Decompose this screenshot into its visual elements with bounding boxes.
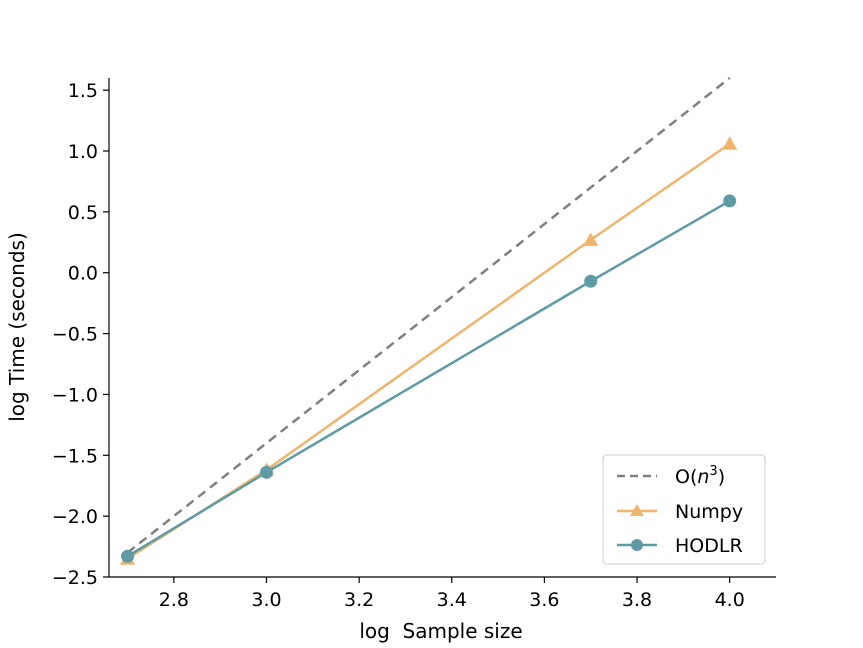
x-tick-label: 4.0: [715, 589, 745, 611]
y-tick-label: −0.5: [52, 324, 98, 346]
x-tick-label: 3.4: [437, 589, 467, 611]
x-tick-label: 2.8: [159, 589, 189, 611]
data-point-hodlr: [584, 274, 598, 288]
x-axis-label: log Sample size: [359, 619, 522, 643]
y-tick-label: 0.0: [68, 263, 98, 285]
legend-entry-numpy: Numpy: [617, 501, 743, 523]
series-layer: [120, 77, 738, 565]
legend-swatch-circle-marker: [631, 539, 643, 551]
legend-label-hodlr: HODLR: [675, 535, 743, 557]
y-axis-label: log Time (seconds): [5, 232, 29, 422]
y-tick-label: 1.0: [68, 141, 98, 163]
legend-entry-hodlr: HODLR: [617, 535, 743, 557]
data-point-hodlr: [259, 465, 273, 479]
data-point-hodlr: [121, 549, 135, 563]
data-point-hodlr: [723, 194, 737, 208]
x-tick-label: 3.0: [251, 589, 281, 611]
x-tick-label: 3.6: [529, 589, 559, 611]
legend-box: [602, 454, 766, 565]
y-tick-label: 1.5: [68, 80, 98, 102]
y-tick-label: 0.5: [68, 202, 98, 224]
y-ticks: −2.5 −2.0 −1.5 −1.0 −0.5 0.0 0.5 1.0 1.5: [52, 80, 109, 589]
series-line-hodlr: [126, 199, 731, 558]
x-tick-label: 3.8: [622, 589, 652, 611]
series-line-o-n3-: [126, 77, 731, 554]
data-point-numpy: [583, 232, 599, 246]
x-tick-label: 3.2: [344, 589, 374, 611]
legend-entry-o-n3: O(n3): [617, 464, 725, 488]
legend-label-numpy: Numpy: [675, 501, 743, 523]
legend-swatch-triangle-marker: [630, 504, 644, 516]
x-ticks: 2.8 3.0 3.2 3.4 3.6 3.8 4.0: [159, 577, 745, 611]
y-tick-label: −2.0: [52, 506, 98, 528]
data-point-numpy: [722, 136, 738, 150]
y-tick-label: −1.5: [52, 445, 98, 467]
legend: O(n3) Numpy HODLR: [602, 454, 766, 565]
axes-layer: [108, 78, 776, 578]
y-tick-label: −1.0: [52, 384, 98, 406]
legend-label-o-n3: O(n3): [675, 464, 725, 488]
y-tick-label: −2.5: [52, 567, 98, 589]
